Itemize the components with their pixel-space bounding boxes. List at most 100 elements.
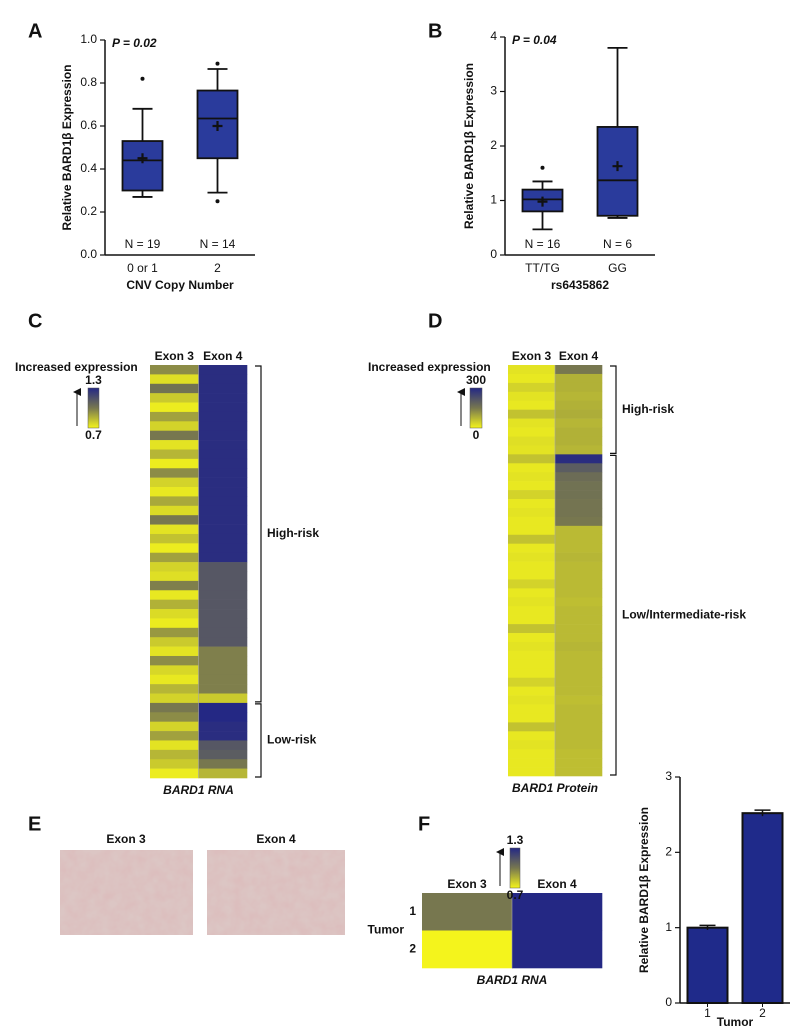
x-axis-label: BARD1 RNA xyxy=(163,783,234,797)
heatmap-cell xyxy=(150,533,199,544)
box xyxy=(121,140,164,192)
y-tick-label: 4 xyxy=(490,29,497,43)
heatmap-cell xyxy=(508,373,556,384)
heatmap-cell xyxy=(555,507,603,518)
x-axis-label: BARD1 Protein xyxy=(512,781,598,795)
y-axis-label: Relative BARD1β Expression xyxy=(637,807,651,973)
heatmap-cell xyxy=(555,633,603,643)
heatmap-cell xyxy=(508,597,556,607)
heatmap-cell xyxy=(508,588,556,598)
heatmap-cell xyxy=(150,402,199,413)
heatmap-cell xyxy=(555,373,603,384)
colorbar-tick-label: 300 xyxy=(466,373,486,387)
n-label: N = 19 xyxy=(125,237,161,251)
heatmap-cell xyxy=(150,731,199,741)
heatmap-cell xyxy=(508,686,556,696)
heatmap-cell xyxy=(150,684,199,694)
group-label: Low/Intermediate-risk xyxy=(622,607,746,621)
heatmap-cell xyxy=(150,468,199,478)
panel-letter: B xyxy=(428,20,442,42)
heatmap-cell xyxy=(555,490,603,500)
panel-letter: D xyxy=(428,310,442,332)
group-bracket xyxy=(255,365,262,703)
heatmap-cell xyxy=(508,552,556,562)
heatmap-cell xyxy=(555,686,603,696)
heatmap-cell xyxy=(198,637,248,647)
heatmap-cell xyxy=(150,627,199,638)
heatmap-cell xyxy=(150,524,199,535)
heatmap-cell xyxy=(555,543,603,553)
heatmap-cell xyxy=(555,650,603,661)
heatmap-cell xyxy=(198,590,248,600)
heatmap-cell xyxy=(198,393,248,403)
colorbar xyxy=(87,387,100,429)
heatmap-cell xyxy=(555,418,603,428)
panel-letter: E xyxy=(28,813,41,835)
heatmap-cell xyxy=(150,580,199,591)
heatmap-cell xyxy=(198,533,248,544)
heatmap-cell xyxy=(198,571,248,582)
column-label: Exon 4 xyxy=(203,349,243,363)
image-label: Exon 3 xyxy=(106,832,146,846)
heatmap-cell xyxy=(555,695,603,705)
heatmap-cell xyxy=(198,411,248,422)
group-label: Low-risk xyxy=(267,733,317,747)
heatmap-cell xyxy=(150,740,199,751)
heatmap-cell xyxy=(150,721,199,732)
heatmap-cell xyxy=(508,668,556,679)
y-tick-label: 1 xyxy=(490,193,497,207)
row-label: 1 xyxy=(409,904,416,918)
p-value: P = 0.02 xyxy=(112,36,157,50)
mean-marker xyxy=(212,121,223,131)
heatmap-cell xyxy=(198,627,248,638)
y-tick-label: 3 xyxy=(665,769,672,783)
heatmap-cell xyxy=(555,481,603,491)
heatmap-cell xyxy=(198,693,248,704)
heatmap-cell xyxy=(508,624,556,634)
y-tick-label: 0.0 xyxy=(80,247,97,261)
heatmap-cell xyxy=(555,454,603,464)
heatmap-cell xyxy=(555,668,603,679)
y-axis-label: Relative BARD1β Expression xyxy=(60,64,74,230)
x-tick-label: GG xyxy=(608,261,627,275)
heatmap-cell xyxy=(508,427,556,437)
heatmap-cell xyxy=(555,561,603,571)
heatmap-cell xyxy=(198,665,248,676)
heatmap-cell xyxy=(198,759,248,769)
n-label: N = 16 xyxy=(525,237,561,251)
box xyxy=(596,126,639,217)
heatmap-cell xyxy=(508,445,556,455)
n-label: N = 6 xyxy=(603,237,632,251)
heatmap-cell xyxy=(508,463,556,473)
heatmap-cell xyxy=(508,713,556,723)
heatmap-cell xyxy=(555,534,603,544)
colorbar xyxy=(509,847,521,889)
y-axis-label: Tumor xyxy=(368,923,405,937)
y-axis-label: Relative BARD1β Expression xyxy=(462,63,476,229)
heatmap-cell xyxy=(198,496,248,507)
x-tick-label: 2 xyxy=(759,1006,766,1020)
heatmap-cell xyxy=(555,588,603,598)
y-tick-label: 0.4 xyxy=(80,161,97,175)
outlier xyxy=(540,165,545,170)
heatmap-cell xyxy=(150,571,199,582)
heatmap-cell xyxy=(150,712,199,722)
heatmap-cell xyxy=(508,641,556,652)
column-label: Exon 3 xyxy=(155,349,195,363)
heatmap-cell xyxy=(198,580,248,591)
y-tick-label: 3 xyxy=(490,84,497,98)
y-tick-label: 0 xyxy=(665,995,672,1009)
heatmap-cell xyxy=(555,400,603,410)
y-tick-label: 0.8 xyxy=(80,75,97,89)
heatmap-cell xyxy=(508,534,556,544)
heatmap-cell xyxy=(508,418,556,428)
heatmap-cell xyxy=(508,695,556,705)
column-label: Exon 3 xyxy=(512,349,552,363)
heatmap-cell xyxy=(555,677,603,687)
heatmap-cell xyxy=(508,525,556,536)
heatmap-cell xyxy=(198,702,248,713)
p-value: P = 0.04 xyxy=(512,33,557,47)
heatmap-cell xyxy=(508,650,556,661)
heatmap-cell xyxy=(555,409,603,419)
heatmap-cell xyxy=(150,421,199,432)
